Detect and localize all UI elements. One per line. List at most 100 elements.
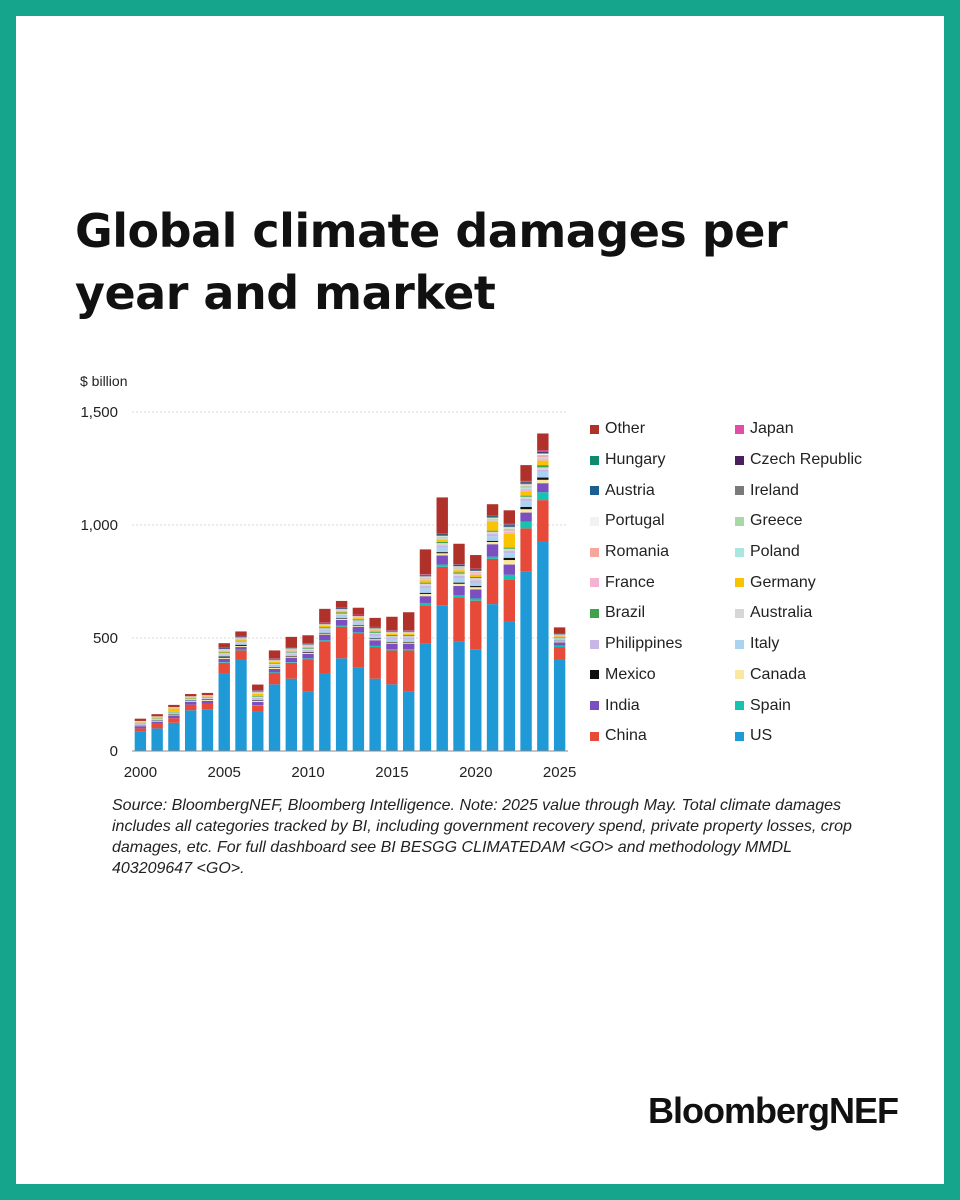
bar-segment-philippines-2001: [151, 719, 163, 720]
bar-segment-romania-2010: [302, 645, 314, 646]
bar-segment-india-2000: [134, 726, 147, 729]
bar-segment-other-2024: [537, 433, 549, 451]
bar-segment-mexico-2018: [436, 552, 448, 554]
bar-segment-poland-2025: [553, 635, 566, 637]
bar-segment-australia-2009: [285, 652, 298, 654]
bar-segment-mexico-2002: [168, 714, 180, 715]
bar-segment-australia-2010: [302, 648, 314, 650]
bar-segment-canada-2018: [436, 553, 448, 556]
bar-segment-australia-2022: [503, 548, 516, 551]
bar-segment-france-2010: [302, 646, 314, 647]
legend-label: China: [605, 727, 647, 745]
bar-segment-us-2010: [302, 691, 314, 751]
bar-segment-brazil-2013: [352, 619, 365, 621]
bar-segment-india-2021: [486, 544, 499, 557]
bar-segment-india-2011: [319, 634, 331, 641]
bar-segment-philippines-2002: [168, 712, 180, 714]
bar-segment-italy-2001: [151, 719, 163, 721]
bar-segment-us-2011: [319, 673, 331, 751]
bar-segment-poland-2019: [453, 568, 465, 570]
bar-segment-greece-2011: [319, 623, 331, 625]
bar-segment-brazil-2018: [436, 541, 448, 544]
bar-segment-austria-2021: [486, 516, 499, 518]
bar-segment-india-2001: [151, 721, 163, 724]
bar-segment-greece-2013: [352, 616, 365, 617]
x-tick-label: 2025: [543, 764, 576, 781]
bar-segment-us-2016: [402, 691, 415, 751]
legend-item-greece: Greece: [735, 506, 885, 537]
bar-segment-germany-2014: [369, 630, 381, 632]
bar-segment-china-2022: [503, 579, 516, 622]
bar-segment-philippines-2009: [285, 653, 298, 655]
bar-segment-australia-2016: [402, 636, 415, 638]
bar-segment-india-2010: [302, 653, 314, 659]
bar-segment-other-2011: [319, 608, 331, 623]
bar-segment-brazil-2010: [302, 647, 314, 649]
x-tick-label: 2015: [375, 764, 408, 781]
bar-segment-other-2013: [352, 607, 365, 615]
bar-segment-india-2007: [252, 701, 264, 706]
legend-swatch: [735, 701, 744, 711]
bar-segment-poland-2023: [520, 487, 532, 489]
bar-segment-germany-2023: [520, 491, 532, 496]
bar-segment-spain-2006: [235, 649, 247, 651]
bar-segment-spain-2023: [520, 521, 532, 529]
bar-segment-mexico-2000: [134, 724, 147, 726]
bar-segment-italy-2018: [436, 547, 448, 553]
bar-segment-germany-2006: [235, 639, 247, 641]
bar-segment-us-2023: [520, 571, 532, 751]
bar-segment-italy-2023: [520, 501, 532, 507]
bar-segment-italy-2024: [537, 471, 549, 478]
bar-segment-india-2018: [436, 555, 448, 565]
bar-segment-china-2003: [184, 704, 197, 711]
bar-segment-italy-2021: [486, 536, 499, 541]
bar-segment-czech-republic-2023: [520, 482, 532, 483]
bar-segment-other-2004: [201, 692, 214, 696]
bar-segment-australia-2017: [419, 583, 432, 587]
bar-segment-mexico-2007: [252, 700, 264, 701]
bar-segment-portugal-2023: [520, 484, 532, 486]
bar-segment-other-2020: [470, 555, 482, 569]
bar-segment-austria-2022: [503, 525, 516, 527]
bar-segment-romania-2018: [436, 537, 448, 538]
bar-segment-spain-2018: [436, 564, 448, 567]
bar-segment-poland-2022: [503, 530, 516, 532]
bar-segment-germany-2024: [537, 460, 549, 466]
bar-segment-australia-2005: [218, 653, 230, 655]
legend-label: Brazil: [605, 604, 646, 622]
bar-segment-australia-2025: [553, 638, 566, 639]
bar-segment-poland-2007: [252, 692, 264, 694]
legend-item-other: Other: [590, 414, 735, 445]
legend-label: France: [605, 573, 655, 591]
bar-segment-spain-2019: [453, 595, 465, 598]
legend-label: Italy: [750, 635, 780, 653]
bar-segment-portugal-2017: [419, 576, 432, 578]
bar-segment-romania-2017: [419, 577, 432, 579]
bar-segment-india-2013: [352, 626, 365, 633]
bar-segment-romania-2025: [553, 635, 566, 636]
legend-item-austria: Austria: [590, 475, 735, 506]
bar-segment-us-2003: [184, 710, 197, 751]
bar-segment-mexico-2014: [369, 638, 381, 640]
bar-segment-china-2025: [553, 647, 566, 660]
bar-segment-other-2017: [419, 549, 432, 575]
bar-segment-china-2000: [134, 728, 147, 732]
bar-segment-canada-2022: [503, 560, 516, 565]
legend-swatch: [735, 424, 744, 434]
y-tick-label: 500: [93, 630, 118, 647]
bar-segment-poland-2006: [235, 638, 247, 639]
bar-segment-poland-2017: [419, 578, 432, 580]
bar-segment-spain-2015: [386, 649, 398, 651]
legend-label: Canada: [750, 665, 807, 683]
bar-segment-poland-2021: [486, 519, 499, 521]
bar-segment-germany-2005: [218, 651, 230, 653]
bar-segment-mexico-2009: [285, 655, 298, 657]
bar-segment-other-2002: [168, 704, 180, 708]
bar-segment-france-2016: [402, 633, 415, 634]
bar-segment-other-2019: [453, 543, 465, 565]
bar-segment-germany-2002: [168, 708, 180, 712]
bar-segment-poland-2005: [218, 650, 230, 651]
bar-segment-japan-2013: [352, 614, 365, 615]
bar-segment-france-2015: [386, 633, 398, 634]
bar-segment-canada-2006: [235, 645, 247, 648]
